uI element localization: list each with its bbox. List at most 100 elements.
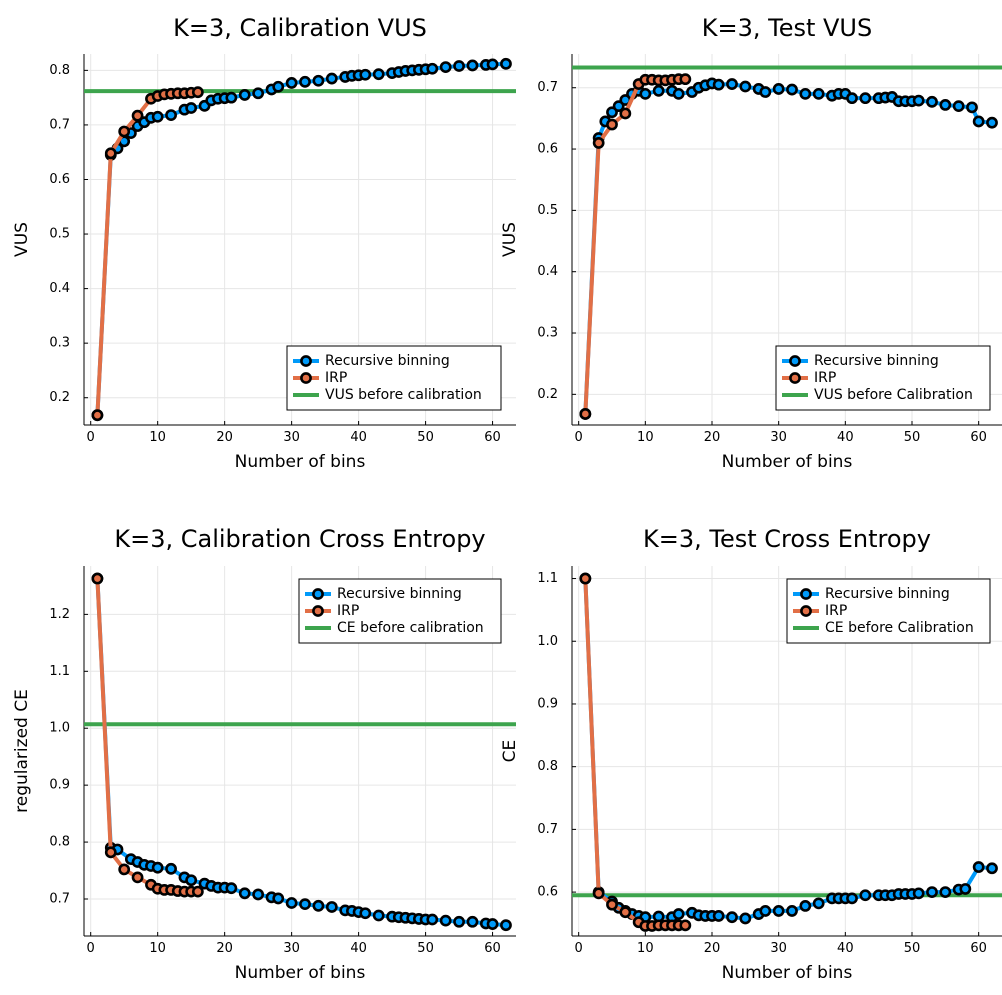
x-tick-label: 10 — [637, 941, 654, 956]
y-tick-label: 1.0 — [49, 721, 70, 736]
data-point — [225, 882, 238, 895]
data-point — [426, 913, 439, 926]
data-point — [131, 871, 144, 884]
x-tick-label: 20 — [216, 941, 233, 956]
chart-panel-4: K=3, Test Cross Entropy 0 10 20 30 40 50 60 0.6 0… — [500, 525, 1002, 983]
data-point — [759, 905, 772, 917]
data-point — [712, 910, 725, 922]
x-tick-label: 60 — [970, 430, 987, 445]
data-point — [986, 116, 998, 129]
chart-title: K=3, Calibration VUS — [173, 14, 427, 42]
data-point — [939, 886, 952, 899]
data-point — [372, 909, 385, 922]
x-axis-label: Number of bins — [235, 963, 366, 983]
legend-label: CE before calibration — [337, 620, 484, 636]
y-tick-label: 0.6 — [537, 885, 558, 900]
x-tick-label: 30 — [770, 430, 787, 445]
y-tick-label: 1.2 — [49, 607, 70, 622]
legend-box — [298, 578, 502, 644]
x-tick-label: 40 — [350, 941, 367, 956]
data-point — [579, 408, 592, 420]
legend-swatch-marker — [800, 605, 812, 617]
data-point — [191, 86, 204, 99]
x-tick-label: 20 — [216, 430, 233, 445]
data-point — [926, 95, 938, 108]
data-point — [91, 409, 104, 422]
data-point — [726, 911, 738, 924]
y-axis-label: CE — [500, 740, 520, 763]
data-point — [672, 87, 685, 100]
series-line — [583, 578, 686, 928]
x-tick-label: 10 — [149, 941, 166, 956]
x-tick-label: 40 — [350, 430, 367, 445]
data-point — [672, 908, 685, 920]
x-tick-label: 60 — [970, 941, 987, 956]
data-point — [972, 861, 985, 873]
data-point — [846, 92, 858, 105]
legend-label: IRP — [325, 370, 347, 386]
x-tick-label: 60 — [484, 430, 501, 445]
y-tick-label: 0.4 — [49, 281, 70, 296]
data-point — [639, 87, 652, 100]
data-point — [359, 68, 372, 81]
data-point — [151, 110, 164, 123]
x-tick-label: 30 — [283, 430, 300, 445]
x-tick-label: 10 — [149, 430, 166, 445]
data-point — [786, 905, 798, 917]
data-point — [500, 57, 512, 70]
legend-label: Recursive binning — [814, 353, 939, 369]
data-point — [606, 898, 618, 911]
data-point — [238, 89, 251, 101]
data-point — [272, 80, 285, 93]
y-tick-label: 0.3 — [537, 326, 558, 341]
x-tick-label: 50 — [417, 941, 434, 956]
legend-label: IRP — [337, 603, 359, 619]
legend-label: Recursive binning — [325, 353, 450, 369]
legend-swatch-marker — [800, 588, 812, 600]
data-point — [453, 915, 465, 928]
y-tick-label: 0.9 — [49, 778, 70, 793]
data-point — [426, 62, 439, 75]
data-point — [91, 572, 104, 585]
data-point — [439, 914, 452, 927]
data-point — [325, 901, 338, 913]
data-point — [986, 862, 998, 875]
y-tick-label: 0.8 — [537, 759, 558, 774]
data-point — [652, 84, 665, 97]
data-point — [799, 899, 812, 912]
y-tick-label: 1.1 — [537, 571, 558, 586]
y-tick-label: 0.7 — [49, 892, 70, 907]
legend-swatch-marker — [312, 588, 324, 600]
data-point — [299, 898, 311, 911]
data-point — [726, 78, 738, 90]
y-tick-label: 0.7 — [49, 117, 70, 132]
data-point — [592, 137, 605, 149]
data-point — [439, 61, 452, 73]
data-point — [959, 883, 972, 895]
y-axis-label: VUS — [500, 222, 520, 257]
legend-swatch-marker — [789, 372, 801, 384]
legend-label: Recursive binning — [825, 586, 950, 602]
data-point — [592, 887, 605, 900]
y-tick-label: 0.3 — [49, 336, 70, 351]
data-point — [952, 100, 965, 113]
data-point — [486, 58, 499, 71]
data-point — [466, 915, 479, 928]
data-point — [131, 109, 144, 122]
x-tick-label: 20 — [704, 941, 721, 956]
data-point — [786, 83, 798, 96]
legend-box — [775, 345, 991, 411]
x-tick-label: 0 — [87, 430, 95, 445]
x-tick-label: 0 — [575, 430, 583, 445]
y-tick-label: 0.2 — [49, 390, 70, 405]
data-point — [966, 101, 978, 114]
data-point — [679, 919, 692, 932]
chart-panel-2: K=3, Test VUS 0 10 20 30 40 50 60 0.2 0.3 0.4 0.5 0.… — [500, 14, 1002, 472]
plot-area — [572, 572, 1002, 932]
data-point — [252, 87, 265, 100]
y-tick-label: 0.8 — [49, 63, 70, 78]
data-point — [325, 72, 338, 85]
data-point — [372, 68, 385, 81]
